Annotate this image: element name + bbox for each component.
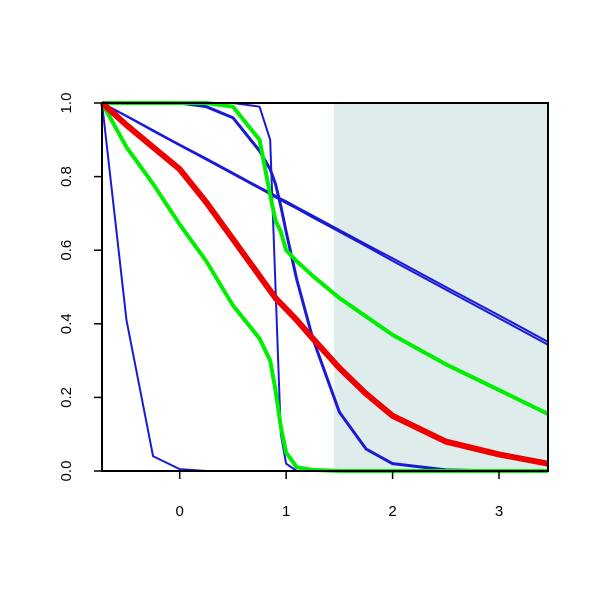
y-tick-label: 0.0 [58,461,75,482]
x-tick-label: 0 [176,503,184,520]
y-tick-label: 0.4 [58,313,75,334]
x-tick-label: 3 [495,503,503,520]
y-tick-label: 0.8 [58,166,75,187]
y-tick-label: 0.2 [58,387,75,408]
plot-frame [101,102,549,472]
x-tick-label: 2 [388,503,396,520]
y-tick-label: 1.0 [58,93,75,114]
series-line [101,102,549,346]
series-line [99,100,549,467]
x-tick-label: 1 [282,503,290,520]
y-tick-label: 0.6 [58,240,75,261]
